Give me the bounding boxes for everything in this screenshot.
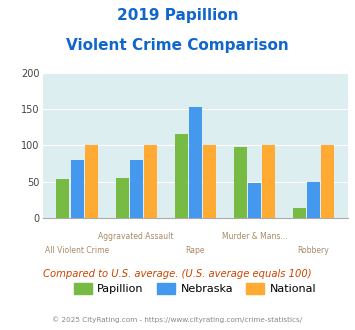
Bar xyxy=(307,182,320,218)
Bar xyxy=(71,160,84,218)
Bar xyxy=(234,147,247,218)
Bar xyxy=(248,183,261,218)
Bar xyxy=(321,145,334,218)
Bar xyxy=(293,208,306,218)
Text: Compared to U.S. average. (U.S. average equals 100): Compared to U.S. average. (U.S. average … xyxy=(43,269,312,279)
Bar xyxy=(262,145,275,218)
Text: Rape: Rape xyxy=(186,246,205,254)
Bar xyxy=(203,145,216,218)
Text: Violent Crime Comparison: Violent Crime Comparison xyxy=(66,38,289,53)
Bar xyxy=(175,134,187,218)
Text: Robbery: Robbery xyxy=(297,246,329,254)
Bar xyxy=(56,179,70,218)
Text: Murder & Mans...: Murder & Mans... xyxy=(222,232,287,241)
Bar xyxy=(85,145,98,218)
Bar xyxy=(130,160,143,218)
Text: Aggravated Assault: Aggravated Assault xyxy=(98,232,174,241)
Bar xyxy=(115,178,129,218)
Bar xyxy=(144,145,157,218)
Legend: Papillion, Nebraska, National: Papillion, Nebraska, National xyxy=(70,279,321,299)
Bar xyxy=(189,108,202,218)
Text: All Violent Crime: All Violent Crime xyxy=(45,246,109,254)
Text: © 2025 CityRating.com - https://www.cityrating.com/crime-statistics/: © 2025 CityRating.com - https://www.city… xyxy=(53,316,302,323)
Text: 2019 Papillion: 2019 Papillion xyxy=(117,8,238,23)
